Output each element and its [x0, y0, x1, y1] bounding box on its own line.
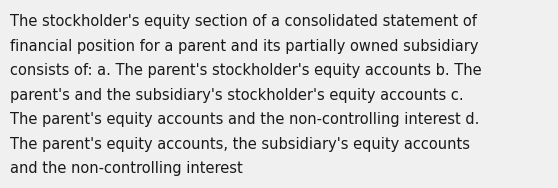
Text: consists of: a. The parent's stockholder's equity accounts b. The: consists of: a. The parent's stockholder…: [10, 63, 482, 78]
Text: financial position for a parent and its partially owned subsidiary: financial position for a parent and its …: [10, 39, 479, 54]
Text: and the non-controlling interest: and the non-controlling interest: [10, 161, 243, 176]
Text: The parent's equity accounts and the non-controlling interest d.: The parent's equity accounts and the non…: [10, 112, 479, 127]
Text: parent's and the subsidiary's stockholder's equity accounts c.: parent's and the subsidiary's stockholde…: [10, 87, 464, 102]
Text: The parent's equity accounts, the subsidiary's equity accounts: The parent's equity accounts, the subsid…: [10, 136, 470, 152]
Text: The stockholder's equity section of a consolidated statement of: The stockholder's equity section of a co…: [10, 14, 477, 29]
